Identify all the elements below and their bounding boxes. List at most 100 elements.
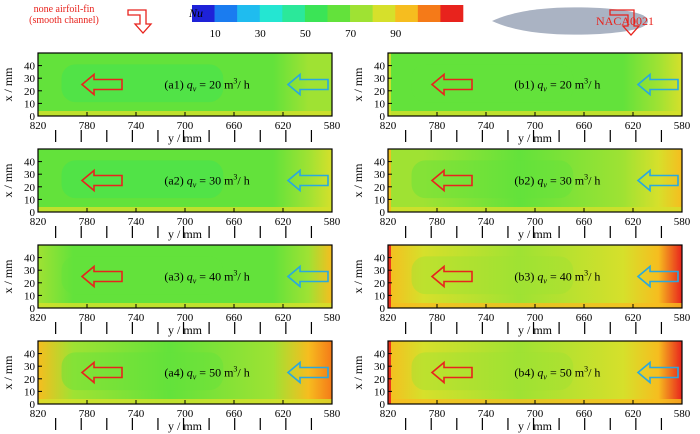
heatmap-field — [38, 341, 332, 404]
left-note: none airfoil-fin (smooth channel) — [4, 4, 124, 26]
left-note-line1: none airfoil-fin — [33, 4, 95, 15]
colorbar-swatch — [282, 5, 306, 22]
heatmap-field — [38, 245, 332, 308]
colorbar-tick-label: 90 — [390, 28, 402, 40]
panel-label: (a2) qv = 30 m3/ h — [164, 173, 249, 190]
x-tick-label: 580 — [674, 408, 691, 420]
colorbar-swatch — [237, 5, 261, 22]
left-note-arrow-icon — [127, 9, 153, 34]
inlet-flow-arrow-icon — [286, 72, 329, 97]
colorbar-tick-label: 70 — [345, 28, 357, 40]
x-axis-label: y / mm — [168, 227, 203, 241]
panel-id: (b2) — [514, 174, 537, 188]
x-tick-label: 620 — [275, 216, 292, 228]
y-axis-label: x / mm — [1, 259, 15, 294]
inlet-flow-arrow-icon — [286, 168, 329, 193]
heatmap-core-region — [411, 256, 574, 295]
x-tick-label: 780 — [429, 312, 446, 324]
flow-unit-rest: / h — [588, 270, 600, 284]
y-tick-label: 30 — [24, 265, 36, 277]
x-tick-label: 700 — [177, 408, 194, 420]
flow-symbol-sub: v — [543, 181, 547, 190]
heatmap-left-edge — [388, 149, 391, 212]
flow-unit-exp: 3 — [584, 173, 588, 182]
x-tick-label: 580 — [324, 120, 341, 132]
panel-id: (b1) — [514, 78, 537, 92]
flow-symbol: q — [187, 174, 193, 188]
x-tick-label: 740 — [478, 312, 495, 324]
outlet-flow-arrow-icon — [80, 168, 123, 193]
y-tick-label: 40 — [24, 349, 36, 361]
x-tick-label: 740 — [128, 216, 145, 228]
x-tick-label: 620 — [625, 312, 642, 324]
flow-value: = 30 m — [547, 174, 585, 188]
x-tick-label: 820 — [380, 312, 397, 324]
x-tick-label: 820 — [30, 120, 47, 132]
x-tick-label: 700 — [177, 120, 194, 132]
heatmap-core-region — [61, 256, 224, 295]
y-tick-label: 30 — [374, 361, 386, 373]
x-tick-label: 820 — [380, 216, 397, 228]
inlet-flow-arrow-icon — [636, 168, 679, 193]
outlet-flow-arrow-icon — [80, 72, 123, 97]
y-tick-label: 40 — [24, 253, 36, 265]
heatmap-field — [388, 53, 682, 116]
x-tick-label: 660 — [226, 408, 243, 420]
colorbar-swatch — [440, 5, 464, 22]
panel-id: (b3) — [514, 270, 537, 284]
flow-unit-rest: / h — [588, 174, 600, 188]
inlet-flow-arrow-icon — [286, 264, 329, 289]
panel-id: (b4) — [514, 366, 537, 380]
flow-unit-exp: 3 — [233, 173, 237, 182]
x-tick-label: 780 — [79, 120, 96, 132]
flow-symbol: q — [537, 366, 543, 380]
y-tick-label: 40 — [374, 157, 386, 169]
x-tick-label: 660 — [576, 120, 593, 132]
x-axis-label: y / mm — [168, 131, 203, 145]
colorbar-swatch — [395, 5, 419, 22]
panel-id: (a1) — [164, 78, 186, 92]
x-tick-label: 580 — [674, 312, 691, 324]
x-tick-label: 660 — [576, 216, 593, 228]
x-tick-label: 580 — [324, 408, 341, 420]
y-tick-label: 30 — [24, 73, 36, 85]
y-tick-label: 0 — [30, 303, 36, 315]
panel-id: (a3) — [164, 270, 186, 284]
y-tick-label: 10 — [24, 194, 36, 206]
x-tick-label: 580 — [674, 216, 691, 228]
outlet-flow-arrow-icon — [80, 360, 123, 385]
x-tick-label: 780 — [79, 312, 96, 324]
x-tick-label: 740 — [128, 312, 145, 324]
y-tick-label: 10 — [24, 290, 36, 302]
flow-symbol-sub: v — [193, 181, 197, 190]
x-tick-label: 700 — [177, 312, 194, 324]
panel-label: (a3) qv = 40 m3/ h — [164, 269, 249, 286]
x-tick-label: 740 — [478, 120, 495, 132]
outlet-flow-arrow-icon — [430, 264, 473, 289]
y-axis-label: x / mm — [1, 67, 15, 102]
x-tick-label: 820 — [380, 408, 397, 420]
y-tick-label: 10 — [24, 386, 36, 398]
x-tick-label: 660 — [226, 216, 243, 228]
y-tick-label: 40 — [24, 157, 36, 169]
colorbar-swatch — [350, 5, 373, 22]
x-tick-label: 740 — [478, 216, 495, 228]
flow-unit-exp: 3 — [233, 269, 237, 278]
flow-symbol: q — [537, 78, 543, 92]
x-tick-label: 780 — [429, 216, 446, 228]
flow-unit-rest: / h — [237, 270, 249, 284]
flow-unit-exp: 3 — [233, 77, 237, 86]
y-tick-label: 20 — [374, 278, 386, 290]
colorbar-swatch — [304, 5, 328, 22]
y-tick-label: 10 — [374, 386, 386, 398]
colorbar-swatch — [372, 5, 396, 22]
outlet-flow-arrow-icon — [80, 264, 123, 289]
x-tick-label: 660 — [226, 312, 243, 324]
left-note-line2: (smooth channel) — [29, 15, 99, 26]
colorbar-swatch — [259, 5, 283, 22]
y-axis-label: x / mm — [351, 67, 365, 102]
